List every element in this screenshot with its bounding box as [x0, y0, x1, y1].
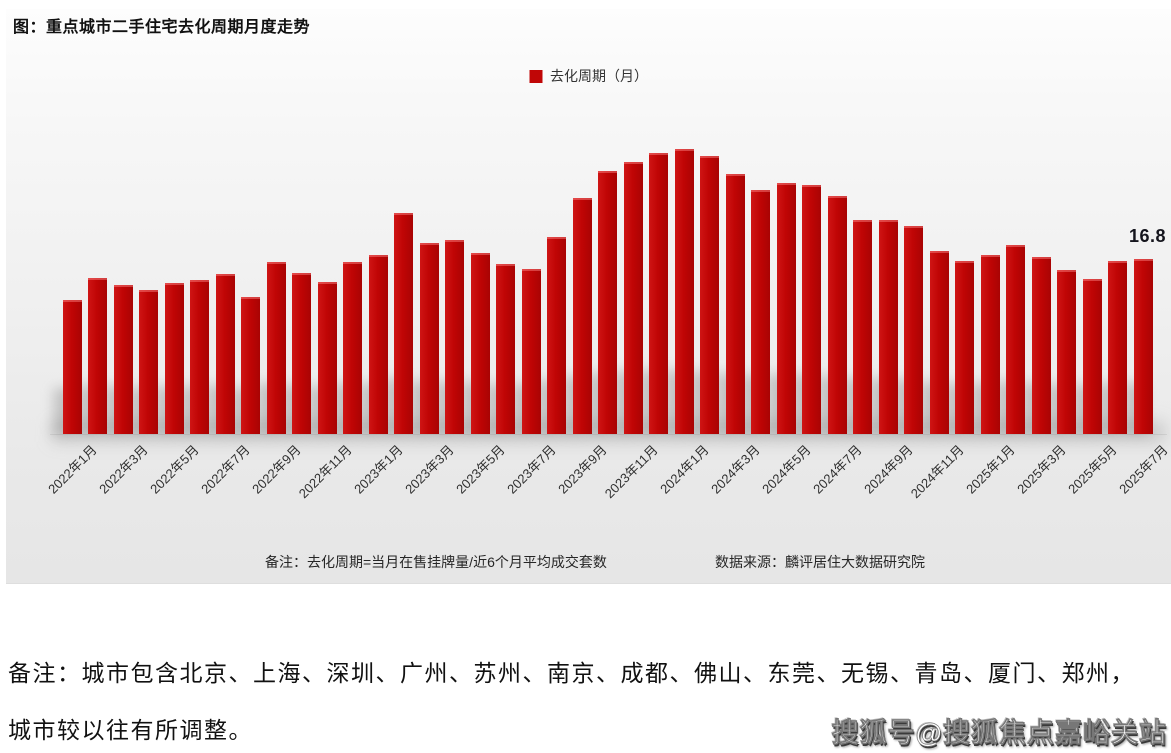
bar-2025年3月	[1031, 257, 1051, 434]
bar-2022年9月	[266, 262, 286, 434]
bar-2023年1月	[368, 255, 388, 434]
x-tick-label: 2023年3月	[402, 442, 457, 497]
bar-2024年7月	[827, 196, 847, 434]
bar-2024年5月	[776, 183, 796, 434]
bar-2022年5月	[164, 283, 184, 434]
x-tick-label: 2022年3月	[96, 442, 151, 497]
x-tick-label: 2025年7月	[1115, 442, 1171, 497]
x-tick-label: 2022年11月	[295, 442, 355, 502]
bottom-note: 备注：城市包含北京、上海、深圳、广州、苏州、南京、成都、佛山、东莞、无锡、青岛、…	[8, 645, 1168, 753]
bar-2023年7月	[521, 269, 541, 434]
x-tick-label: 2023年1月	[351, 442, 406, 497]
bar-2023年2月	[394, 213, 414, 434]
bar-2023年11月	[623, 162, 643, 434]
bar-2024年3月	[725, 174, 745, 434]
x-tick-label: 2025年1月	[962, 442, 1018, 497]
bar-2022年12月	[343, 262, 363, 434]
bar-2022年8月	[241, 297, 261, 434]
x-tick-label: 2023年7月	[503, 442, 559, 497]
x-tick-label: 2022年1月	[45, 442, 100, 497]
x-tick-label: 2024年5月	[758, 442, 814, 497]
x-tick-label: 2024年1月	[656, 442, 712, 497]
legend-swatch	[529, 69, 542, 83]
bar-2025年7月	[1133, 259, 1153, 434]
bar-2023年10月	[598, 171, 618, 434]
bar-2024年11月	[929, 251, 949, 434]
x-tick-label: 2025年5月	[1064, 442, 1120, 497]
bar-2024年12月	[955, 261, 975, 434]
chart-panel: 图：重点城市二手住宅去化周期月度走势 去化周期（月） 2022年1月 2022年3…	[6, 9, 1171, 584]
bar-2023年5月	[470, 253, 490, 434]
bar-2022年11月	[317, 282, 337, 434]
legend-label: 去化周期（月）	[550, 68, 648, 84]
bar-2022年1月	[63, 300, 82, 434]
bar-2024年2月	[700, 156, 720, 434]
chart-title: 图：重点城市二手住宅去化周期月度走势	[13, 19, 311, 36]
bar-2025年2月	[1006, 245, 1026, 434]
bar-2024年8月	[853, 220, 873, 434]
x-tick-label: 2024年7月	[809, 442, 865, 497]
bar-2022年7月	[215, 274, 235, 434]
bottom-note-line2: 城市较以往有所调整。	[8, 718, 253, 743]
bar-2024年10月	[904, 226, 924, 434]
bar-2022年2月	[88, 278, 108, 434]
bar-2024年9月	[878, 220, 898, 434]
footnote-note: 备注：去化周期=当月在售挂牌量/近6个月平均成交套数	[265, 554, 607, 570]
bar-2025年1月	[980, 255, 1000, 434]
bar-2024年1月	[674, 149, 694, 434]
plot-area: 2022年1月 2022年3月 2022年5月 2022年7月 2022年9月 2022年…	[6, 9, 1171, 583]
chart-footnote: 备注：去化周期=当月在售挂牌量/近6个月平均成交套数 数据来源：麟评居住大数据研…	[6, 552, 1171, 574]
bar-2023年9月	[572, 198, 592, 434]
bar-2025年5月	[1082, 279, 1102, 434]
bar-2024年4月	[751, 190, 771, 434]
x-tick-label: 2022年7月	[198, 442, 253, 497]
bar-2023年4月	[445, 240, 465, 434]
bar-2022年4月	[139, 290, 159, 434]
x-tick-label: 2023年11月	[601, 442, 661, 502]
bar-2023年8月	[547, 237, 567, 434]
x-tick-label: 2024年11月	[907, 442, 967, 502]
bar-2022年3月	[113, 285, 133, 434]
bar-2024年6月	[802, 185, 822, 434]
bar-2023年6月	[496, 264, 516, 434]
bar-2022年10月	[292, 273, 312, 434]
bar-2023年3月	[419, 243, 439, 434]
bar-2025年4月	[1057, 270, 1077, 434]
bar-2025年6月	[1108, 261, 1128, 434]
last-value-label: 16.8	[1128, 226, 1166, 246]
legend: 去化周期（月）	[529, 66, 648, 86]
x-tick-label: 2024年3月	[707, 442, 763, 497]
x-axis-baseline	[50, 434, 1167, 435]
x-tick-label: 2022年5月	[147, 442, 202, 497]
bar-2023年12月	[649, 153, 669, 434]
footnote-source: 数据来源：麟评居住大数据研究院	[715, 554, 925, 570]
bottom-note-line1: 备注：城市包含北京、上海、深圳、广州、苏州、南京、成都、佛山、东莞、无锡、青岛、…	[8, 661, 1135, 686]
bar-2022年6月	[190, 280, 210, 434]
x-tick-label: 2025年3月	[1013, 442, 1069, 497]
x-tick-label: 2023年5月	[452, 442, 508, 497]
watermark: 搜狐号@搜狐焦点嘉峪关站	[831, 718, 1167, 749]
